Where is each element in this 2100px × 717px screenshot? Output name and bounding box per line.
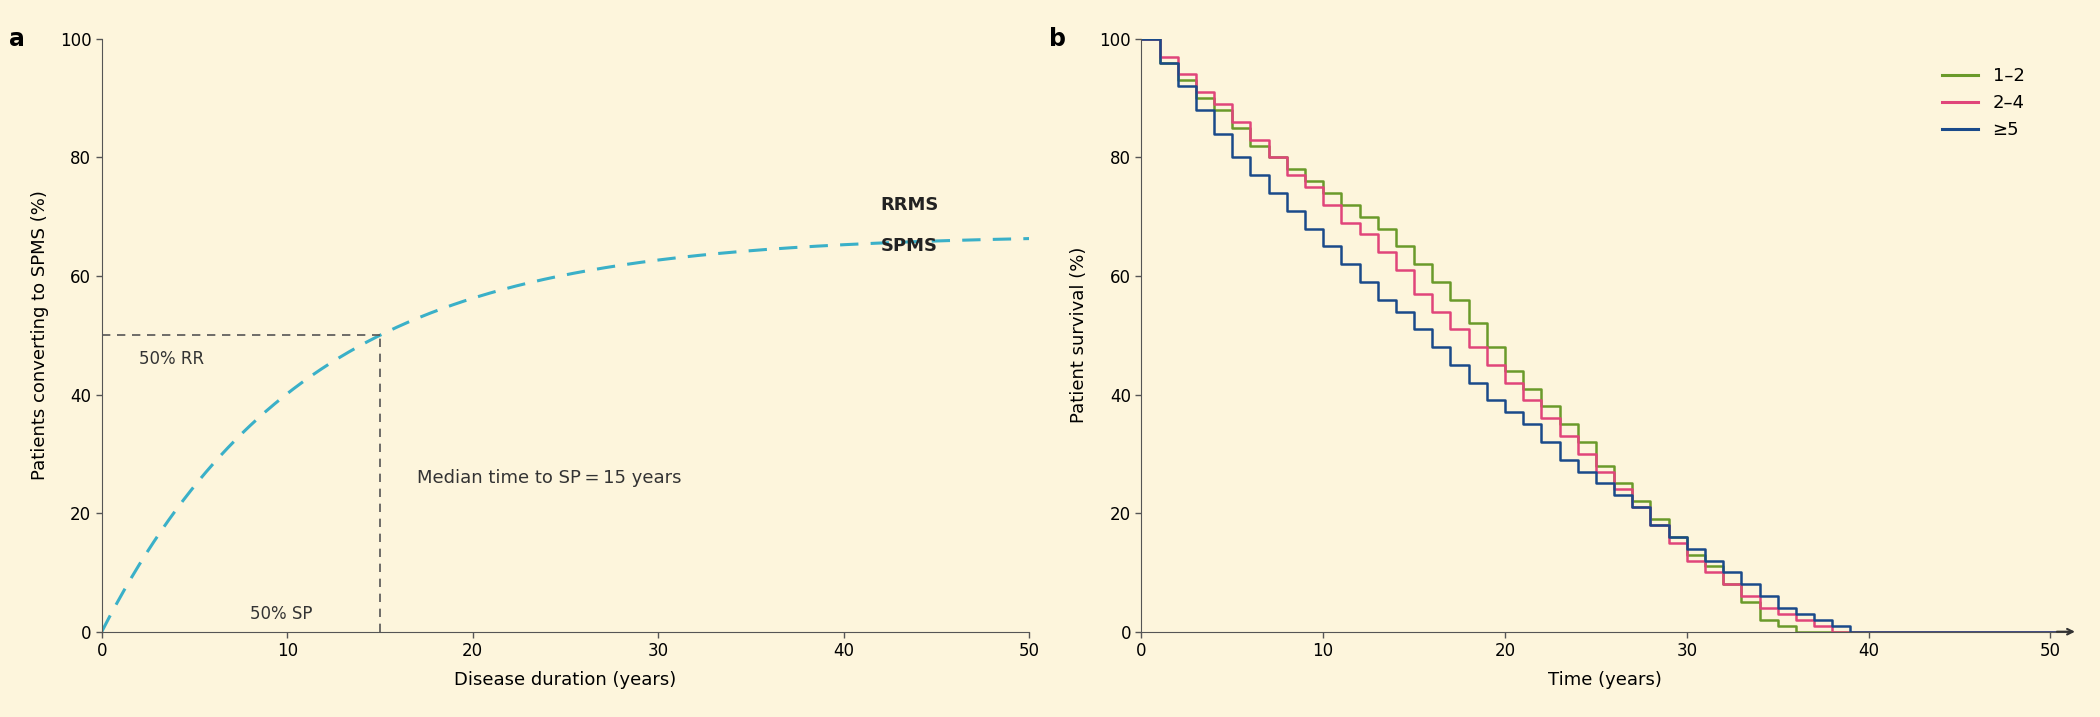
Text: a: a — [8, 27, 25, 51]
Text: Median time to SP = 15 years: Median time to SP = 15 years — [418, 468, 682, 487]
X-axis label: Time (years): Time (years) — [1548, 671, 1661, 689]
Text: 50% RR: 50% RR — [139, 350, 204, 368]
Text: b: b — [1048, 27, 1065, 51]
Y-axis label: Patient survival (%): Patient survival (%) — [1071, 247, 1088, 424]
Y-axis label: Patients converting to SPMS (%): Patients converting to SPMS (%) — [32, 190, 48, 480]
Legend: 1–2, 2–4, ≥5: 1–2, 2–4, ≥5 — [1934, 60, 2033, 146]
X-axis label: Disease duration (years): Disease duration (years) — [454, 671, 676, 689]
Text: SPMS: SPMS — [880, 237, 939, 255]
Text: 50% SP: 50% SP — [250, 605, 313, 623]
Text: RRMS: RRMS — [880, 196, 939, 214]
